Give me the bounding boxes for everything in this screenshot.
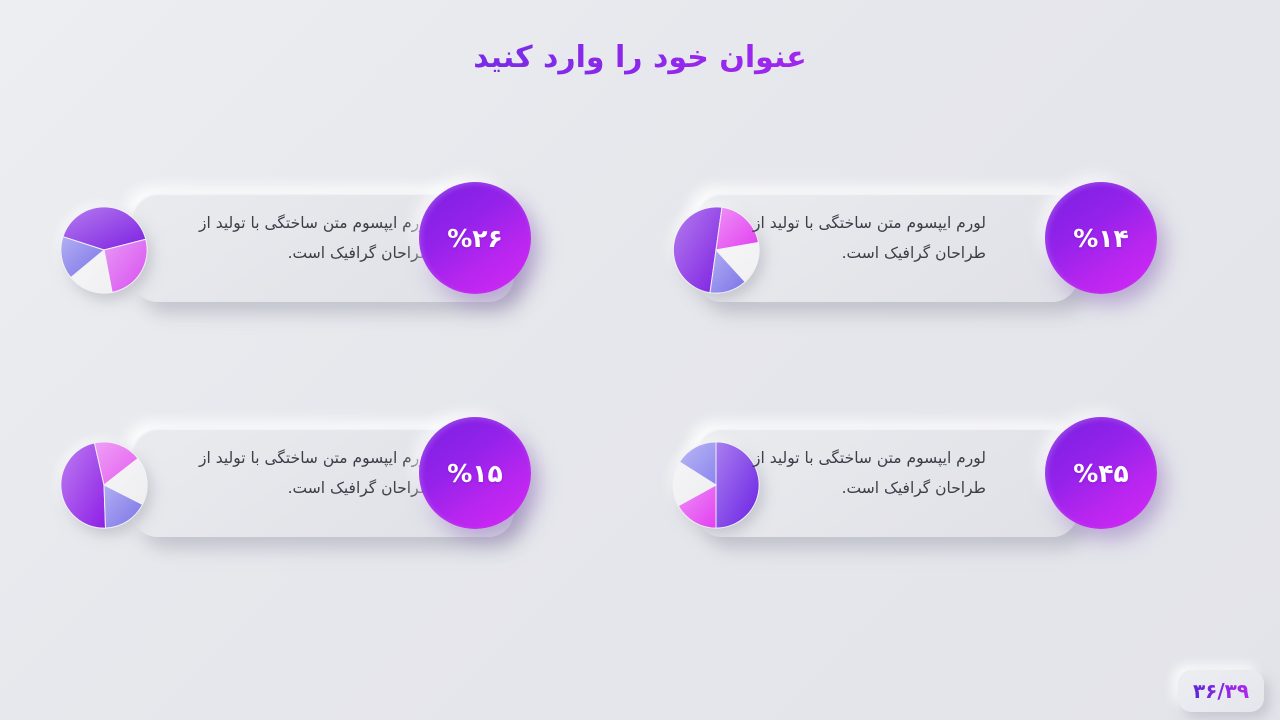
percent-badge-label: %۱۵	[447, 458, 503, 488]
card-body-text: لورم ایپسوم متن ساختگی با تولید از طراحا…	[752, 214, 986, 262]
pie-chart-svg	[60, 206, 148, 294]
pie-slice	[70, 249, 113, 294]
pie-slice	[93, 441, 139, 486]
pie-slice	[103, 238, 148, 293]
page-number-text: ۳۶/۳۹	[1192, 679, 1250, 703]
pie-chart-1	[60, 206, 148, 294]
pie-slice	[103, 484, 144, 529]
info-card-3[interactable]: لورم ایپسوم متن ساختگی با تولید از طراحا…	[46, 417, 538, 542]
pie-chart-3	[60, 441, 148, 529]
pie-slice	[709, 248, 746, 294]
pie-chart-2	[672, 206, 760, 294]
page-title: عنوان خود را وارد کنید	[0, 40, 1280, 75]
card-body-text: لورم ایپسوم متن ساختگی با تولید از طراحا…	[198, 214, 432, 262]
card-body-text: لورم ایپسوم متن ساختگی با تولید از طراحا…	[198, 449, 432, 497]
pie-slice	[677, 484, 717, 529]
pie-slice	[672, 461, 717, 507]
percent-badge-label: %۱۴	[1073, 223, 1129, 253]
pie-slice	[60, 236, 105, 279]
percent-badge-label: %۴۵	[1073, 458, 1129, 488]
info-card-4[interactable]: لورم ایپسوم متن ساختگی با تولید از طراحا…	[672, 417, 1164, 542]
card-grid: لورم ایپسوم متن ساختگی با تولید از طراحا…	[0, 170, 1280, 590]
info-card-1[interactable]: لورم ایپسوم متن ساختگی با تولید از طراحا…	[46, 182, 538, 307]
info-card-2[interactable]: لورم ایپسوم متن ساختگی با تولید از طراحا…	[672, 182, 1164, 307]
percent-badge-1[interactable]: %۲۶	[419, 182, 531, 294]
pie-chart-svg	[672, 206, 760, 294]
pie-slice	[60, 442, 107, 529]
pie-slice	[672, 206, 723, 294]
pie-chart-svg	[60, 441, 148, 529]
card-plate	[696, 194, 1078, 302]
pie-chart-svg	[672, 441, 760, 529]
card-body-text: لورم ایپسوم متن ساختگی با تولید از طراحا…	[752, 449, 986, 497]
pie-slice	[715, 206, 760, 251]
pie-slice	[678, 441, 717, 486]
percent-badge-4[interactable]: %۴۵	[1045, 417, 1157, 529]
pie-slice	[715, 441, 760, 529]
percent-badge-2[interactable]: %۱۴	[1045, 182, 1157, 294]
percent-badge-3[interactable]: %۱۵	[419, 417, 531, 529]
pie-slice	[62, 206, 147, 251]
pie-slice	[103, 457, 148, 506]
pie-chart-4	[672, 441, 760, 529]
card-plate	[696, 429, 1078, 537]
page-indicator: ۳۶/۳۹	[1178, 670, 1264, 712]
percent-badge-label: %۲۶	[447, 223, 503, 253]
